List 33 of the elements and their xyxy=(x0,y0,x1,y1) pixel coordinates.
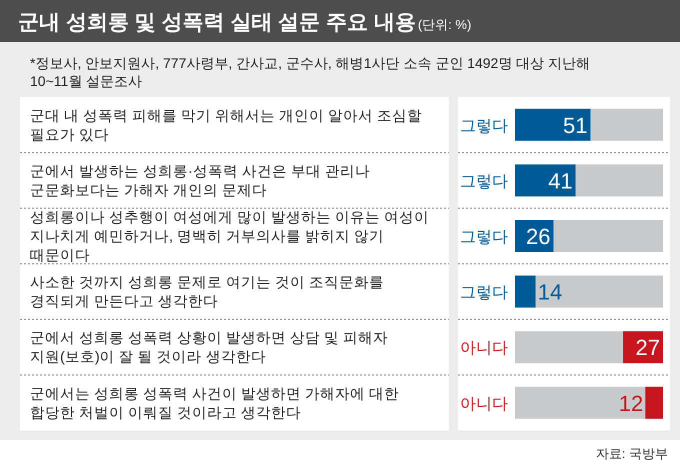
bar xyxy=(515,108,590,141)
data-label: 12 xyxy=(618,390,644,416)
bar xyxy=(576,164,663,196)
data-label: 14 xyxy=(538,280,562,305)
y-tick-label: 군대 내 성폭력 피해를 막기 위해서는 개인이 알아서 조심할 필요가 있다 xyxy=(30,108,422,144)
text: 아니다 xyxy=(460,340,508,358)
text: *정보사, 안보지원사, 777사령부, 간사교, 군수사, 해병1사단 소속 군인 1492명 대상 지난해 10~11월 설문조사 xyxy=(30,55,590,89)
bar xyxy=(515,331,624,364)
data-label: 41 xyxy=(548,168,573,194)
bar xyxy=(515,276,536,308)
text: 그렇다 xyxy=(460,229,508,246)
text: 그렇다 xyxy=(460,173,508,190)
y-tick-label: 군에서 성희롱 성폭력 상황이 발생하면 상담 및 피해자 지원(보호)이 잘 될 것이라 생각한다 xyxy=(30,330,388,366)
y-tick-label: 군에서는 성희롱 성폭력 사건이 발생하면 가해자에 대한 합당한 처벌이 이뤄질 것이라고 생각한다 xyxy=(30,386,400,422)
series-label: 그렇다 xyxy=(460,118,508,135)
y-tick-label: 사소한 것까지 성희롱 문제로 여기는 것이 조직문화를 경직되게 만든다고 생각한다 xyxy=(30,275,384,310)
text: 아니다 xyxy=(460,396,508,413)
bar xyxy=(536,276,663,308)
bar xyxy=(645,386,663,419)
y-tick-label: 성희롱이나 성추행이 여성에게 많이 발생하는 이유는 여성이 지나치게 예민하거나, 명백히 거부의사를 밝히지 않기 때문이다 xyxy=(30,210,430,264)
y-tick-label: 군에서 발생하는 성희롱·성폭력 사건은 부대 관리나 군문화보다는 가해자 개인의 문제다 xyxy=(30,164,370,199)
text: 자료: 국방부 xyxy=(596,446,668,461)
bar xyxy=(590,108,663,141)
bar xyxy=(623,331,663,364)
data-label: 27 xyxy=(636,335,660,360)
text: 그렇다 xyxy=(460,284,508,302)
bar xyxy=(515,164,576,196)
chart-subtitle: (단위: %) xyxy=(418,17,472,32)
bar xyxy=(515,386,646,419)
data-label: 51 xyxy=(562,112,588,138)
data-label: 26 xyxy=(526,224,550,249)
text: 군내 성희롱 및 성폭력 실태 설문 주요 내용 xyxy=(18,11,416,34)
bar xyxy=(553,220,663,252)
